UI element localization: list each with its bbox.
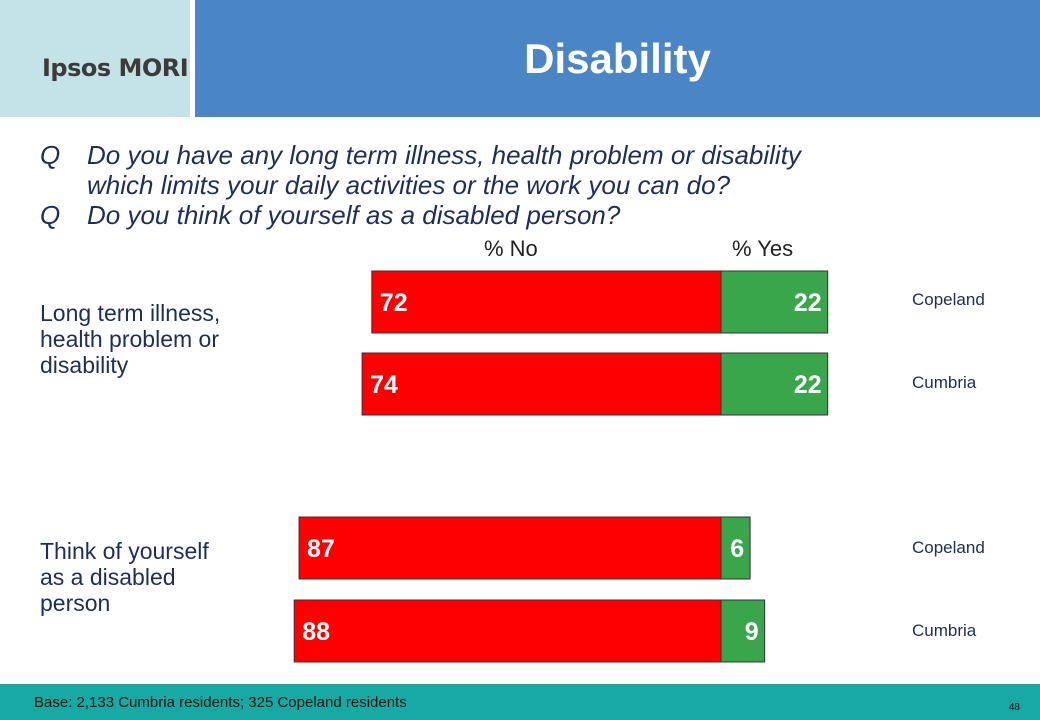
bar-yes-copeland-1 <box>720 270 829 334</box>
bar-no-cumbria-1 <box>361 352 722 416</box>
bar-no-copeland-1 <box>371 270 722 334</box>
group-2-label-line-3: person <box>40 590 111 616</box>
region-label-cumbria-2: Cumbria <box>912 621 977 640</box>
no-column-header: % No <box>484 236 538 261</box>
bar-yes-cumbria-1 <box>720 352 829 416</box>
title-bar: Disability <box>195 0 1040 117</box>
group-1-label-line-1: Long term illness, <box>40 300 221 326</box>
group-1-label-line-2: health problem or <box>40 326 219 352</box>
question-1-prefix: Q <box>40 140 61 170</box>
page-number: 48 <box>1008 702 1020 713</box>
logo-panel: Ipsos MORI <box>0 0 190 117</box>
label-yes-cumbria-2: 9 <box>745 618 759 646</box>
region-label-copeland-1: Copeland <box>912 290 985 309</box>
question-1-line-2: which limits your daily activities or th… <box>87 170 731 200</box>
question-2-line-1: Do you think of yourself as a disabled p… <box>87 200 621 230</box>
region-label-cumbria-1: Cumbria <box>912 373 977 392</box>
group-1-label-line-3: disability <box>40 352 129 378</box>
label-no-copeland-2: 87 <box>307 535 335 563</box>
group-2-label: Think of yourself as a disabled person <box>40 538 280 616</box>
page-title: Disability <box>524 34 711 82</box>
bar-yes-cumbria-2 <box>720 599 766 663</box>
label-no-cumbria-1: 74 <box>370 371 398 399</box>
label-yes-copeland-1: 22 <box>794 289 822 317</box>
ipsos-mori-logo: Ipsos MORI <box>42 54 189 82</box>
bar-no-copeland-2 <box>298 516 722 580</box>
label-yes-copeland-2: 6 <box>730 535 744 563</box>
footer-bar: Base: 2,133 Cumbria residents; 325 Copel… <box>0 684 1040 720</box>
group-1-label: Long term illness, health problem or dis… <box>40 300 280 378</box>
group-2-label-line-2: as a disabled <box>40 564 176 590</box>
bar-no-cumbria-2 <box>293 599 722 663</box>
question-1-line-1: Do you have any long term illness, healt… <box>87 140 801 170</box>
label-yes-cumbria-1: 22 <box>794 371 822 399</box>
group-2-label-line-1: Think of yourself <box>40 538 209 564</box>
yes-column-header: % Yes <box>732 236 794 261</box>
bar-yes-copeland-2 <box>720 516 751 580</box>
base-note: Base: 2,133 Cumbria residents; 325 Copel… <box>34 694 407 711</box>
question-2-prefix: Q <box>40 200 61 230</box>
label-no-cumbria-2: 88 <box>302 618 330 646</box>
label-no-copeland-1: 72 <box>380 289 408 317</box>
region-label-copeland-2: Copeland <box>912 538 985 557</box>
